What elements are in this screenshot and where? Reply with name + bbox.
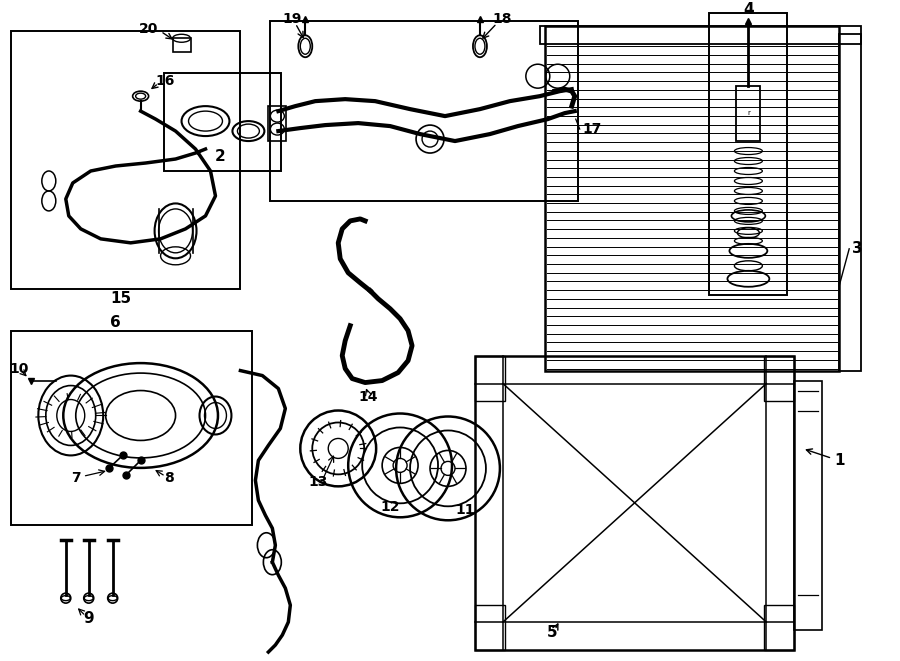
Bar <box>540 26 861 44</box>
Text: 10: 10 <box>9 362 29 375</box>
Bar <box>736 86 760 141</box>
Bar <box>173 38 191 52</box>
Bar <box>764 356 795 401</box>
Text: 19: 19 <box>283 13 302 26</box>
Text: 6: 6 <box>111 315 122 330</box>
Text: 7: 7 <box>71 471 81 485</box>
Text: 2: 2 <box>215 149 226 163</box>
Bar <box>11 31 240 289</box>
Bar <box>544 26 839 371</box>
Text: 20: 20 <box>139 22 158 36</box>
Bar <box>795 381 823 630</box>
Text: 12: 12 <box>381 500 400 514</box>
Bar <box>475 605 505 650</box>
Bar <box>764 605 795 650</box>
Bar <box>268 106 286 141</box>
Text: 9: 9 <box>84 611 94 625</box>
Text: 17: 17 <box>582 122 601 136</box>
Text: 16: 16 <box>156 74 176 88</box>
Text: 8: 8 <box>164 471 174 485</box>
Text: 11: 11 <box>455 503 474 518</box>
Bar <box>839 34 861 371</box>
Bar <box>11 330 252 525</box>
Text: 5: 5 <box>546 625 557 640</box>
Bar <box>475 356 795 650</box>
Text: r: r <box>747 110 750 116</box>
Text: 4: 4 <box>743 2 753 17</box>
Bar <box>709 13 788 295</box>
Text: 15: 15 <box>110 292 131 306</box>
Text: 18: 18 <box>492 13 511 26</box>
Text: 1: 1 <box>834 453 844 468</box>
Text: 14: 14 <box>358 389 378 403</box>
Bar <box>475 356 505 401</box>
Text: 3: 3 <box>852 241 862 256</box>
Bar <box>270 21 578 201</box>
Bar <box>164 73 282 171</box>
Text: 13: 13 <box>309 475 328 489</box>
